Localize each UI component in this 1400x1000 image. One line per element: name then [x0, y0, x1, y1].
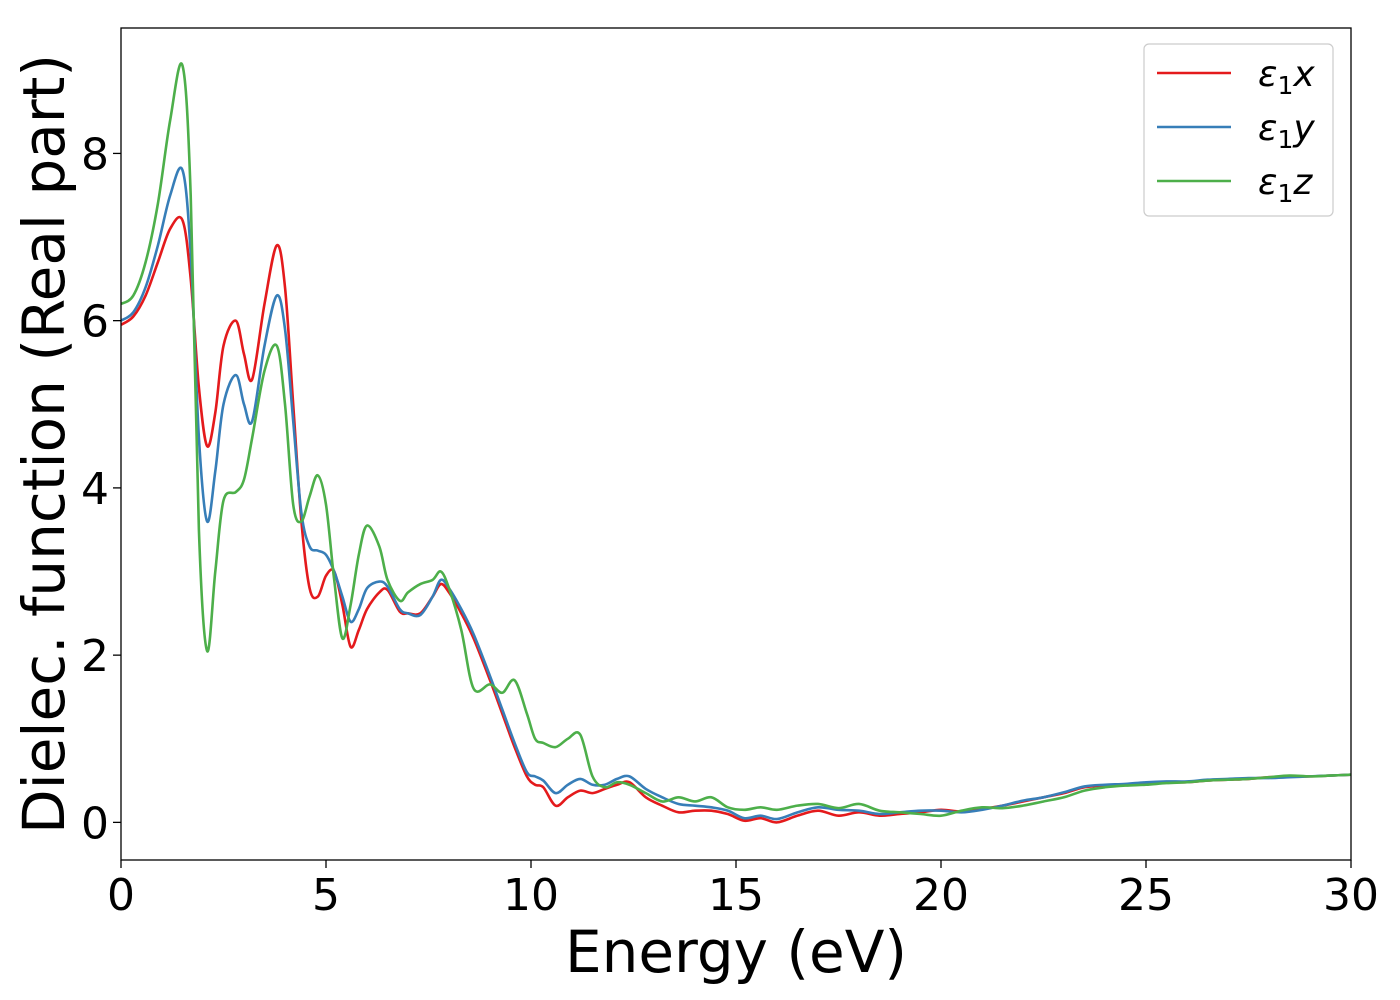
x-tick-label: 25: [1118, 870, 1174, 921]
legend-label-y: ε1y: [1258, 108, 1315, 154]
series-line-y: [121, 166, 1351, 821]
y-tick-label: 0: [81, 798, 109, 849]
y-tick-label: 2: [81, 631, 109, 682]
legend-box: [1143, 43, 1334, 217]
plot-area: [121, 62, 1351, 824]
x-tick-label: 0: [107, 870, 135, 921]
x-tick-label: 5: [312, 870, 340, 921]
legend-label-x: ε1x: [1258, 54, 1315, 100]
x-tick-label: 30: [1323, 870, 1379, 921]
series-line-z: [121, 62, 1351, 818]
x-tick-label: 20: [913, 870, 969, 921]
y-tick-label: 8: [81, 129, 109, 180]
y-tick-label: 6: [81, 297, 109, 348]
x-axis-label: Energy (eV): [565, 918, 907, 986]
legend: ε1x ε1y ε1z: [1143, 43, 1334, 217]
legend-label-z: ε1z: [1258, 162, 1313, 208]
series-line-x: [121, 215, 1351, 824]
x-tick-label: 15: [708, 870, 764, 921]
x-tick-label: 10: [503, 870, 559, 921]
axes: 0 5 10 15 20 25 30 0 2 4 6 8: [81, 27, 1379, 921]
y-axis-label: Dielec. function (Real part): [10, 54, 78, 834]
y-tick-label: 4: [81, 464, 109, 515]
